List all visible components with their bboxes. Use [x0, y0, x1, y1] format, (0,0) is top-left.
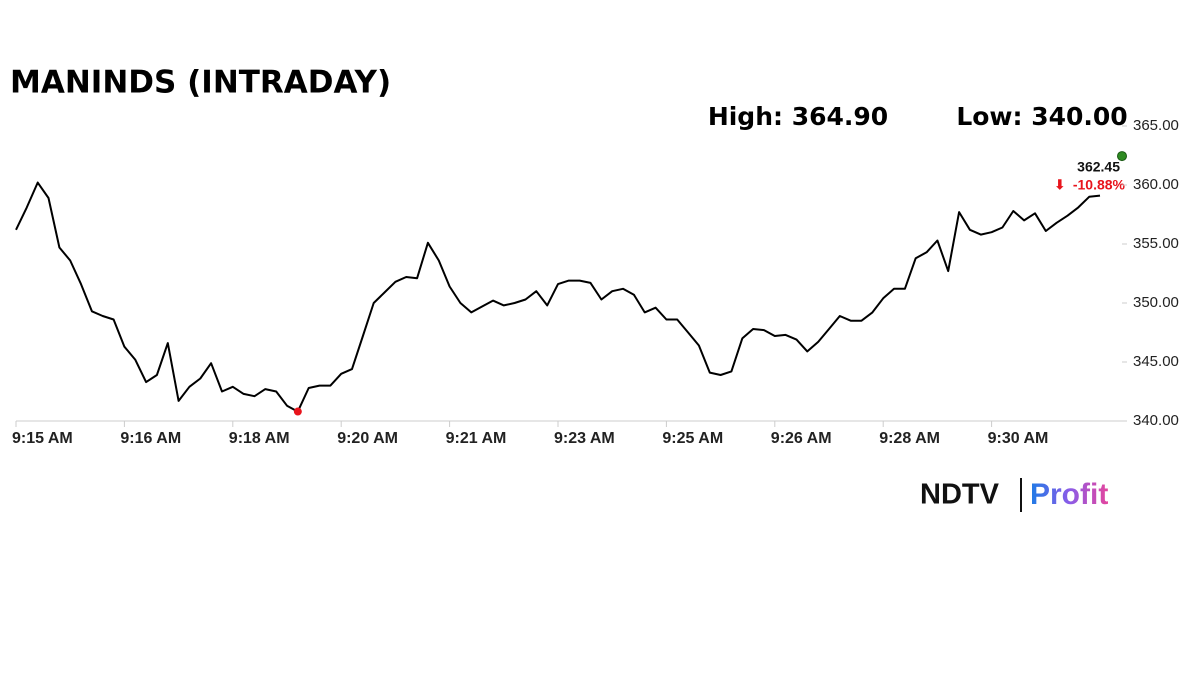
y-tick-label: 365.00	[1133, 117, 1179, 134]
x-tick-label: 9:30 AM	[988, 430, 1049, 447]
change-label: -10.88%	[1073, 177, 1126, 193]
x-tick-label: 9:23 AM	[554, 430, 615, 447]
chart-title: MANINDS (INTRADAY)	[10, 65, 391, 101]
x-tick-label: 9:20 AM	[337, 430, 398, 447]
last-price-label: 362.45	[1077, 159, 1120, 175]
x-tick-label: 9:21 AM	[446, 430, 507, 447]
brand-profit: Profit	[1030, 478, 1108, 511]
y-tick-label: 360.00	[1133, 176, 1179, 193]
change-arrow: ⬇	[1054, 177, 1066, 193]
x-tick-label: 9:25 AM	[662, 430, 723, 447]
y-tick-label: 350.00	[1133, 294, 1179, 311]
last-price-marker	[1117, 151, 1127, 162]
y-tick-label: 355.00	[1133, 235, 1179, 252]
x-tick-label: 9:15 AM	[12, 430, 73, 447]
y-tick-label: 340.00	[1133, 412, 1179, 429]
brand-ndtv: NDTV	[920, 479, 1000, 511]
y-tick-label: 345.00	[1133, 353, 1179, 370]
low-marker	[293, 407, 302, 416]
x-tick-label: 9:16 AM	[120, 430, 181, 447]
x-tick-label: 9:26 AM	[771, 430, 832, 447]
high-label: High: 364.90	[708, 102, 888, 131]
low-label: Low: 340.00	[956, 102, 1127, 131]
x-tick-label: 9:28 AM	[879, 430, 940, 447]
price-line	[15, 181, 1101, 413]
x-tick-label: 9:18 AM	[229, 430, 290, 447]
